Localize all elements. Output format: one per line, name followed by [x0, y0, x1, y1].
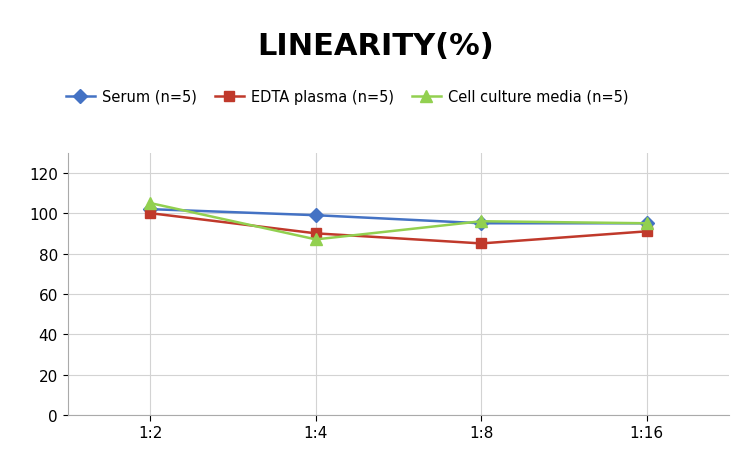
- Cell culture media (n=5): [642, 221, 651, 226]
- Serum (n=5): [146, 207, 155, 212]
- EDTA plasma (n=5): [642, 229, 651, 235]
- Line: Serum (n=5): Serum (n=5): [146, 205, 651, 229]
- EDTA plasma (n=5): [477, 241, 486, 247]
- Serum (n=5): [311, 213, 320, 218]
- Text: LINEARITY(%): LINEARITY(%): [258, 32, 494, 60]
- Serum (n=5): [642, 221, 651, 226]
- EDTA plasma (n=5): [146, 211, 155, 216]
- Cell culture media (n=5): [311, 237, 320, 243]
- Cell culture media (n=5): [146, 201, 155, 207]
- Legend: Serum (n=5), EDTA plasma (n=5), Cell culture media (n=5): Serum (n=5), EDTA plasma (n=5), Cell cul…: [60, 84, 635, 110]
- Cell culture media (n=5): [477, 219, 486, 225]
- Line: Cell culture media (n=5): Cell culture media (n=5): [145, 198, 652, 245]
- EDTA plasma (n=5): [311, 231, 320, 236]
- Serum (n=5): [477, 221, 486, 226]
- Line: EDTA plasma (n=5): EDTA plasma (n=5): [146, 209, 651, 249]
